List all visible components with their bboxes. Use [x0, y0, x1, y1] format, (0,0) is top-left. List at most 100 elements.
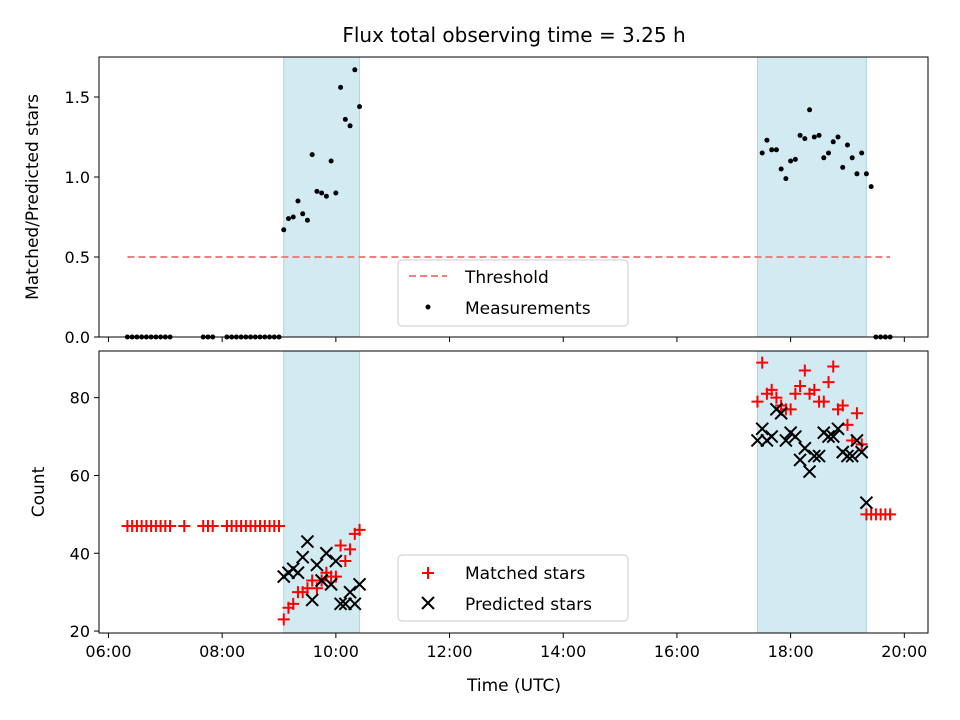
- axes: 06:00 08:00 10:00 12:00 14:00 16:00 18:00 20:00…: [65, 56, 929, 661]
- matched-star-point: [808, 383, 821, 396]
- matched-star-point: [817, 395, 830, 408]
- x-tick-label: 06:00: [85, 642, 131, 661]
- predicted-star-point: [845, 449, 859, 463]
- predicted-star-point: [300, 534, 315, 549]
- legend-measurements-swatch: [425, 304, 431, 310]
- matched-star-point: [206, 520, 219, 533]
- matched-star-point: [751, 395, 764, 408]
- measurement-point: [319, 190, 325, 196]
- upper-y-tick-label: 0.0: [65, 328, 90, 347]
- matched-star-point: [178, 520, 191, 533]
- measurement-point: [300, 211, 306, 217]
- measurement-point: [783, 176, 789, 182]
- chart-title: Flux total observing time = 3.25 h: [342, 23, 685, 47]
- matched-star-point: [789, 387, 802, 400]
- lower-y-tick-label: 40: [70, 544, 90, 563]
- measurement-point: [352, 67, 358, 73]
- x-tick-label: 18:00: [768, 642, 814, 661]
- measurement-point: [333, 190, 339, 196]
- measurement-point: [830, 139, 836, 145]
- measurement-point: [802, 136, 808, 142]
- x-tick-label: 12:00: [426, 642, 472, 661]
- measurement-point: [759, 150, 765, 156]
- matched-star-point: [756, 356, 769, 369]
- predicted-star-point: [802, 464, 817, 479]
- predicted-star-point: [295, 550, 310, 564]
- measurement-point: [859, 150, 865, 156]
- measurement-point: [323, 193, 329, 199]
- measurement-point: [281, 227, 287, 233]
- matched-star-point: [798, 364, 811, 377]
- predicted-star-point: [831, 422, 845, 436]
- matched-star-point: [339, 555, 352, 568]
- shaded-region: [283, 56, 361, 338]
- legend-predicted-label: Predicted stars: [465, 595, 592, 615]
- x-tick-label: 08:00: [199, 642, 245, 661]
- predicted-star-point: [840, 449, 855, 463]
- measurement-point: [314, 188, 320, 194]
- measurement-point: [788, 158, 794, 164]
- upper-plot-area: [283, 56, 867, 338]
- lower-axes-frame: [98, 350, 929, 634]
- predicted-star-point: [779, 433, 793, 448]
- measurement-point: [773, 147, 779, 153]
- matched-star-point: [822, 376, 835, 389]
- predicted-star-point: [826, 429, 840, 444]
- x-axis-label: Time (UTC): [466, 676, 561, 696]
- upper-axes-frame: [98, 56, 929, 338]
- x-tick-label: 14:00: [540, 642, 586, 661]
- predicted-star-point: [793, 453, 807, 467]
- predicted-star-point: [750, 433, 765, 448]
- predicted-star-point: [333, 597, 348, 611]
- measurement-point: [792, 156, 798, 162]
- upper-legend-box: [397, 259, 629, 327]
- measurement-point: [807, 107, 813, 113]
- matched-star-point: [287, 597, 300, 610]
- predicted-star-point: [343, 585, 357, 599]
- predicted-star-point: [291, 566, 305, 580]
- matched-star-point: [164, 520, 177, 533]
- measurement-point: [840, 164, 846, 170]
- lower-y-tick-label: 20: [70, 622, 90, 641]
- matched-star-point: [841, 418, 854, 431]
- measurement-point: [797, 132, 803, 138]
- matched-star-point: [884, 508, 897, 521]
- predicted-star-point: [348, 597, 362, 611]
- measurement-point: [863, 171, 869, 177]
- predicted-star-point: [329, 554, 343, 568]
- predicted-star-point: [807, 449, 822, 463]
- measurement-point: [849, 155, 855, 161]
- upper-y-tick-label: 0.5: [65, 248, 90, 267]
- measurement-point: [844, 142, 850, 148]
- measurement-point: [816, 132, 822, 138]
- lower-y-tick-label: 60: [70, 466, 90, 485]
- upper-y-tick-label: 1.5: [65, 88, 90, 107]
- measurement-point: [309, 152, 315, 158]
- measurement-point: [764, 137, 770, 143]
- measurement-point: [868, 184, 874, 190]
- legend-threshold-label: Threshold: [464, 268, 549, 288]
- matched-star-point: [784, 403, 797, 416]
- shaded-region: [756, 56, 867, 338]
- matched-star-point: [353, 523, 366, 536]
- predicted-star-point: [821, 429, 836, 444]
- x-tick-label: 16:00: [654, 642, 700, 661]
- matched-star-point: [850, 407, 863, 420]
- lower-plot-marks: [121, 356, 897, 626]
- measurement-point: [285, 216, 291, 222]
- matched-star-point: [827, 360, 840, 373]
- matched-star-point: [765, 383, 778, 396]
- legend-predicted-swatch: [421, 596, 435, 610]
- measurement-point: [304, 217, 310, 223]
- predicted-star-point: [324, 577, 338, 592]
- predicted-star-point: [812, 449, 826, 463]
- predicted-star-point: [755, 422, 769, 436]
- measurement-point: [778, 166, 784, 172]
- measurement-point: [826, 150, 832, 156]
- measurement-point: [357, 104, 363, 110]
- legend-matched-swatch: [422, 567, 434, 579]
- upper-y-axis-label: Matched/Predicted stars: [23, 94, 43, 300]
- predicted-star-point: [352, 577, 367, 592]
- measurement-point: [835, 134, 841, 140]
- measurement-point: [328, 158, 334, 164]
